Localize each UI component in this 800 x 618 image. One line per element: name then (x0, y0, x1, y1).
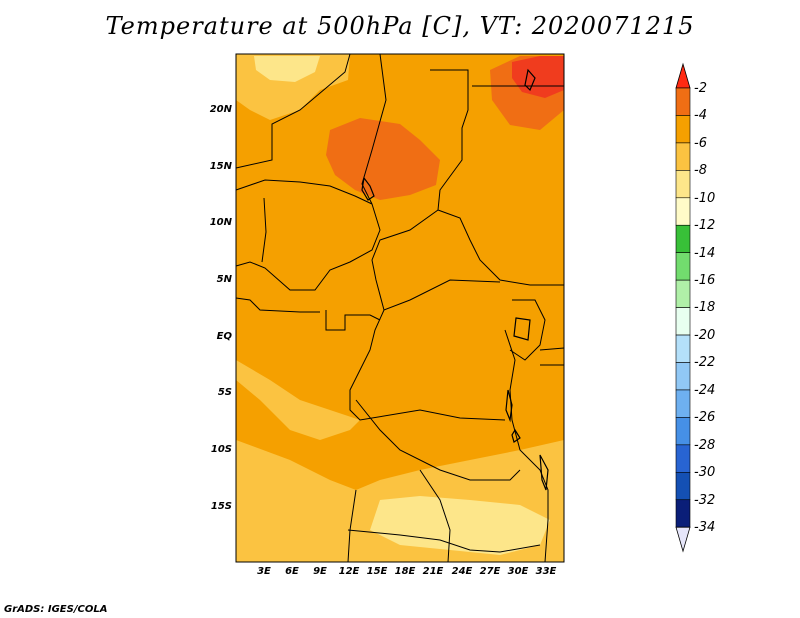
colorbar-swatch (675, 224, 691, 254)
colorbar-swatch (675, 115, 691, 144)
lat-label-20n: 20N (209, 104, 232, 115)
hottest-core-ne (512, 56, 564, 98)
colorbar-label: -30 (694, 465, 716, 480)
colorbar-swatch (675, 499, 691, 528)
map-frame (235, 53, 565, 563)
cool-region-sw-band (236, 360, 360, 440)
colorbar-label: -10 (694, 191, 716, 206)
colorbar-swatch (675, 142, 691, 171)
colorbar-label: -26 (694, 410, 716, 425)
colorbar-swatch (675, 87, 691, 116)
colorbar-label: -32 (694, 493, 716, 508)
lon-label-33e: 33E (535, 566, 557, 577)
colorbar-label: -28 (694, 438, 716, 453)
lakes (361, 68, 549, 491)
colorbar (675, 62, 691, 553)
lon-label-15e: 15E (366, 566, 388, 577)
colorbar-cap-top (675, 62, 691, 89)
colorbar-label: -24 (694, 383, 716, 398)
colorbar-swatch (675, 471, 691, 501)
lat-label-10n: 10N (209, 217, 232, 228)
colorbar-swatch (675, 417, 691, 446)
colorbar-label: -2 (694, 81, 707, 96)
coolest-region-north (254, 56, 320, 82)
colorbar-label: -20 (694, 328, 716, 343)
lon-label-6e: 6E (285, 566, 299, 577)
lon-label-30e: 30E (507, 566, 529, 577)
map-title: Temperature at 500hPa [C], VT: 202007121… (105, 12, 695, 40)
lon-label-21e: 21E (422, 566, 444, 577)
map-panel (235, 53, 565, 563)
colorbar-label: -6 (694, 136, 707, 151)
lon-label-12e: 12E (338, 566, 360, 577)
colorbar-swatch (675, 362, 691, 391)
colorbar-label: -34 (694, 520, 716, 535)
colorbar-label: -22 (694, 355, 716, 370)
lon-label-9e: 9E (313, 566, 327, 577)
colorbar-label: -8 (694, 163, 707, 178)
country-borders (235, 53, 565, 563)
colorbar-label: -4 (694, 108, 707, 123)
colorbar-swatch (675, 279, 691, 308)
coolest-region-south (370, 496, 550, 555)
colorbar-swatch (675, 334, 691, 363)
colorbar-swatch (675, 170, 691, 199)
colorbar-cap-bottom (675, 526, 691, 553)
colorbar-swatch (675, 197, 691, 226)
lat-label-15n: 15N (209, 161, 232, 172)
warm-core-sahel (326, 118, 440, 200)
colorbar-swatch (675, 444, 691, 473)
colorbar-label: -12 (694, 218, 716, 233)
lat-label-eq: EQ (216, 331, 232, 342)
lon-label-3e: 3E (257, 566, 271, 577)
lat-label-5s: 5S (217, 387, 232, 398)
lon-label-24e: 24E (451, 566, 473, 577)
lon-label-18e: 18E (394, 566, 416, 577)
colorbar-swatch (675, 389, 691, 418)
grads-credit: GrADS: IGES/COLA (4, 604, 108, 615)
colorbar-label: -18 (694, 300, 716, 315)
lat-label-10s: 10S (210, 444, 232, 455)
colorbar-swatch (675, 307, 691, 336)
colorbar-label: -14 (694, 246, 716, 261)
lat-label-5n: 5N (216, 274, 232, 285)
lat-label-15s: 15S (210, 501, 232, 512)
colorbar-label: -16 (694, 273, 716, 288)
colorbar-swatch (675, 252, 691, 281)
lon-label-27e: 27E (479, 566, 501, 577)
